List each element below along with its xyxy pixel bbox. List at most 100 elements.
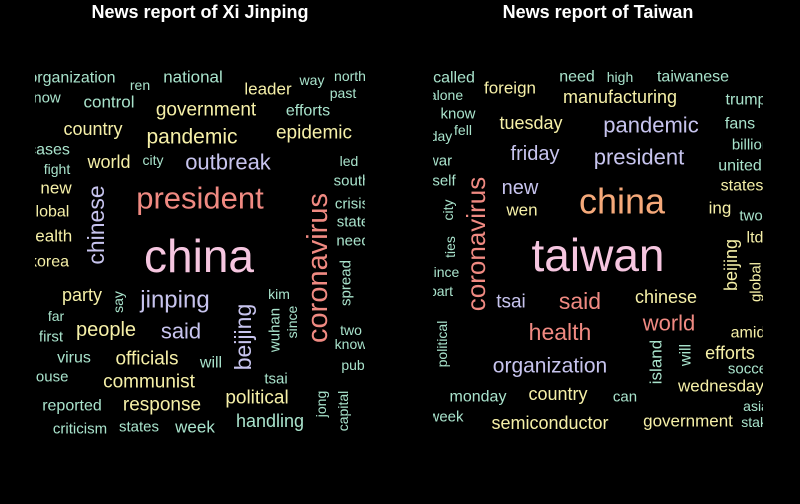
word-reported: reported xyxy=(42,398,102,415)
word-south: south xyxy=(334,173,371,190)
word-organization: organization xyxy=(28,70,115,87)
word-wuhan: wuhan xyxy=(267,308,284,353)
word-week: week xyxy=(427,409,464,426)
word-stake: stake xyxy=(741,414,775,430)
word-states: states xyxy=(721,178,764,195)
word-new: new xyxy=(40,179,72,198)
word-city: city xyxy=(440,200,456,221)
word-spread: spread xyxy=(338,260,355,306)
word-united: united xyxy=(718,158,762,175)
word-pandemic: pandemic xyxy=(146,126,237,149)
word-handling: handling xyxy=(236,411,304,431)
word-epidemic: epidemic xyxy=(276,123,352,144)
word-high: high xyxy=(607,69,633,85)
word-wednesday: wednesday xyxy=(677,377,765,396)
word-friday: friday xyxy=(511,143,560,165)
word-communist: communist xyxy=(103,372,196,393)
word-virus: virus xyxy=(57,350,91,367)
word-political: political xyxy=(434,321,450,368)
word-two: two xyxy=(739,208,762,225)
word-organization: organization xyxy=(493,355,607,378)
word-city: city xyxy=(143,152,164,168)
word-china: china xyxy=(144,230,254,282)
word-soccer: soccer xyxy=(728,361,772,378)
word-tsai: tsai xyxy=(496,292,526,313)
word-ing: ing xyxy=(709,199,732,218)
word-political: political xyxy=(225,388,288,409)
word-government: government xyxy=(643,412,733,431)
word-efforts: efforts xyxy=(286,103,330,120)
word-officials: officials xyxy=(115,349,178,370)
word-chinese: chinese xyxy=(635,287,697,307)
word-billion: billion xyxy=(732,137,770,154)
word-group: china president coronavirus chinese jinping b… xyxy=(26,68,371,438)
word-north: north xyxy=(334,68,366,84)
word-ltd: ltd xyxy=(747,230,764,247)
word-cases: cases xyxy=(28,142,70,159)
word-need: need xyxy=(559,69,595,86)
word-fell: fell xyxy=(454,122,472,138)
word-coronavirus: coronavirus xyxy=(461,177,491,311)
word-beijing: beijing xyxy=(721,239,741,291)
word-tsai: tsai xyxy=(264,371,287,388)
word-response: response xyxy=(123,395,201,416)
word-party: party xyxy=(62,285,102,305)
word-states: states xyxy=(119,419,159,436)
word-island: island xyxy=(647,340,666,384)
word-said: said xyxy=(161,319,201,344)
word-country: country xyxy=(63,119,122,139)
wordcloud-panel-taiwan: News report of Taiwan taiwan china coronav… xyxy=(427,2,775,434)
word-world: world xyxy=(86,152,130,172)
word-health: health xyxy=(26,227,72,246)
word-group: taiwan china coronavirus said health world pan… xyxy=(427,69,775,434)
word-can: can xyxy=(613,389,637,406)
word-semiconductor: semiconductor xyxy=(491,413,608,433)
word-said: said xyxy=(559,288,601,314)
word-monday: monday xyxy=(450,389,507,406)
word-new: new xyxy=(502,177,539,199)
word-crisis: crisis xyxy=(335,196,369,213)
word-week: week xyxy=(174,418,215,437)
word-say: say xyxy=(110,291,126,313)
word-efforts: efforts xyxy=(705,343,755,363)
word-kim: kim xyxy=(268,286,290,302)
word-jong: jong xyxy=(313,391,329,418)
word-led: led xyxy=(340,153,359,169)
word-president: president xyxy=(594,145,685,170)
word-house: house xyxy=(28,369,69,386)
word-since: since xyxy=(427,264,460,280)
word-state: state xyxy=(337,214,370,231)
word-leader: leader xyxy=(244,80,292,99)
word-capital: capital xyxy=(335,391,351,431)
word-global: global xyxy=(27,204,70,221)
word-now: now xyxy=(33,90,61,107)
word-asia: asia xyxy=(743,398,769,414)
word-china: china xyxy=(579,181,666,222)
word-amid: amid xyxy=(731,325,766,342)
word-way: way xyxy=(299,72,325,88)
word-will: will xyxy=(199,355,222,372)
word-wen: wen xyxy=(505,201,537,220)
word-ties: ties xyxy=(442,236,458,258)
word-first: first xyxy=(39,329,64,346)
word-day: day xyxy=(430,128,453,144)
word-ren: ren xyxy=(130,77,150,93)
word-manufacturing: manufacturing xyxy=(563,87,677,107)
word-war: war xyxy=(427,153,452,170)
word-beijing: beijing xyxy=(230,304,256,371)
word-world: world xyxy=(642,311,696,336)
word-two: two xyxy=(340,322,362,338)
word-pandemic: pandemic xyxy=(603,113,698,138)
word-people: people xyxy=(76,319,136,341)
word-know: know xyxy=(440,106,475,123)
word-alone: alone xyxy=(429,87,463,103)
word-chinese: chinese xyxy=(83,185,109,264)
word-criticism: criticism xyxy=(53,421,107,438)
word-health: health xyxy=(529,319,592,345)
word-global: global xyxy=(748,262,765,302)
word-since: since xyxy=(284,305,300,338)
word-national: national xyxy=(163,68,223,87)
